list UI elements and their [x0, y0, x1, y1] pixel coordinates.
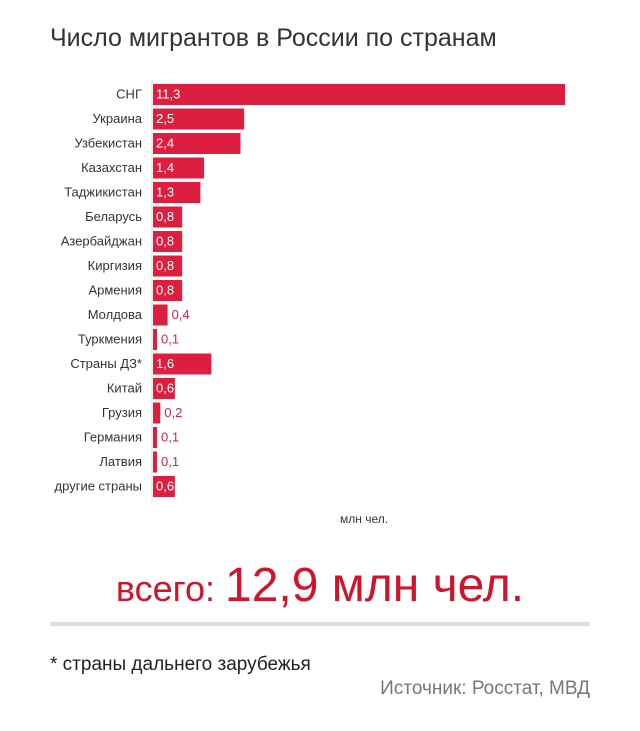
bar-chart: СНГ 11,3 Украина 2,5 Узбекистан 2,4 Казахстан 1… — [55, 80, 565, 502]
data-label: 0,4 — [172, 307, 190, 322]
bar — [153, 108, 245, 130]
chart-title: Число мигрантов в России по странам — [50, 24, 497, 52]
category-label: Азербайджан — [61, 234, 142, 249]
data-label: 0,8 — [156, 258, 174, 273]
category-label: Киргизия — [88, 258, 142, 273]
data-label: 1,6 — [156, 356, 174, 371]
source-note: Источник: Росстат, МВД — [380, 678, 590, 699]
category-label: Китай — [107, 381, 142, 396]
bar — [153, 451, 157, 473]
divider — [50, 622, 590, 626]
bar — [153, 182, 201, 203]
category-label: Молдова — [88, 307, 143, 322]
bar — [153, 157, 205, 179]
data-label: 1,3 — [156, 185, 174, 200]
category-label: Латвия — [99, 454, 142, 469]
bar — [153, 206, 183, 228]
bar — [153, 476, 175, 497]
data-label: 0,8 — [156, 234, 174, 249]
data-label: 0,6 — [156, 479, 174, 494]
category-label: Казахстан — [81, 160, 142, 175]
category-label: Беларусь — [85, 209, 142, 224]
bar — [153, 427, 157, 448]
bar — [153, 329, 157, 350]
bar — [153, 304, 168, 326]
category-label: Германия — [84, 430, 142, 445]
data-label: 2,4 — [156, 136, 174, 151]
category-label: Грузия — [102, 405, 142, 420]
bar — [153, 280, 183, 301]
data-label: 0,1 — [161, 430, 179, 445]
bar — [153, 378, 175, 399]
x-axis-label: млн чел. — [340, 512, 389, 526]
bar — [153, 84, 565, 105]
data-label: 0,8 — [156, 209, 174, 224]
data-label: 2,5 — [156, 111, 174, 126]
data-label: 0,8 — [156, 283, 174, 298]
total-label: всего: — [115, 568, 226, 609]
category-label: СНГ — [116, 87, 142, 102]
data-label: 0,1 — [161, 454, 179, 469]
bar — [153, 133, 241, 154]
category-label: другие страны — [55, 479, 142, 494]
total-value: 12,9 млн чел. — [225, 559, 525, 612]
footnote: * страны дальнего зарубежья — [50, 654, 311, 675]
total-summary: всего: 12,9 млн чел. — [0, 558, 640, 613]
bar — [153, 255, 183, 277]
data-label: 1,4 — [156, 160, 174, 175]
bar — [153, 231, 183, 252]
category-label: Туркмения — [78, 332, 142, 347]
data-label: 11,3 — [156, 87, 180, 102]
data-label: 0,6 — [156, 381, 174, 396]
category-label: Таджикистан — [64, 185, 142, 200]
category-label: Страны ДЗ* — [70, 356, 142, 371]
category-label: Армения — [88, 283, 142, 298]
bar — [153, 402, 161, 424]
category-label: Узбекистан — [74, 136, 142, 151]
data-label: 0,2 — [164, 405, 182, 420]
data-label: 0,1 — [161, 332, 179, 347]
category-label: Украина — [93, 111, 143, 126]
bar — [153, 353, 212, 375]
